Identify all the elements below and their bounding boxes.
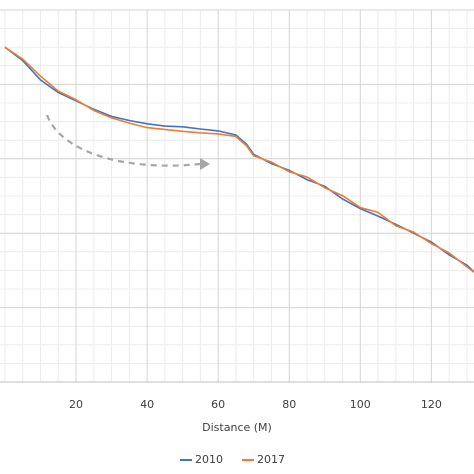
arrow-head [200, 158, 210, 170]
x-tick-label: 40 [140, 398, 154, 411]
x-tick-label: 60 [211, 398, 225, 411]
annotation-arrow [45, 114, 201, 167]
data-line [4, 46, 474, 273]
grid [0, 9, 474, 383]
data-line [4, 46, 474, 273]
legend-label: 2010 [195, 453, 223, 466]
x-tick-label: 80 [282, 398, 296, 411]
legend-label: 2017 [257, 453, 285, 466]
x-tick-label: 100 [350, 398, 371, 411]
x-tick-label: 120 [421, 398, 442, 411]
x-axis-label: Distance (M) [202, 421, 272, 434]
x-tick-label: 20 [69, 398, 83, 411]
